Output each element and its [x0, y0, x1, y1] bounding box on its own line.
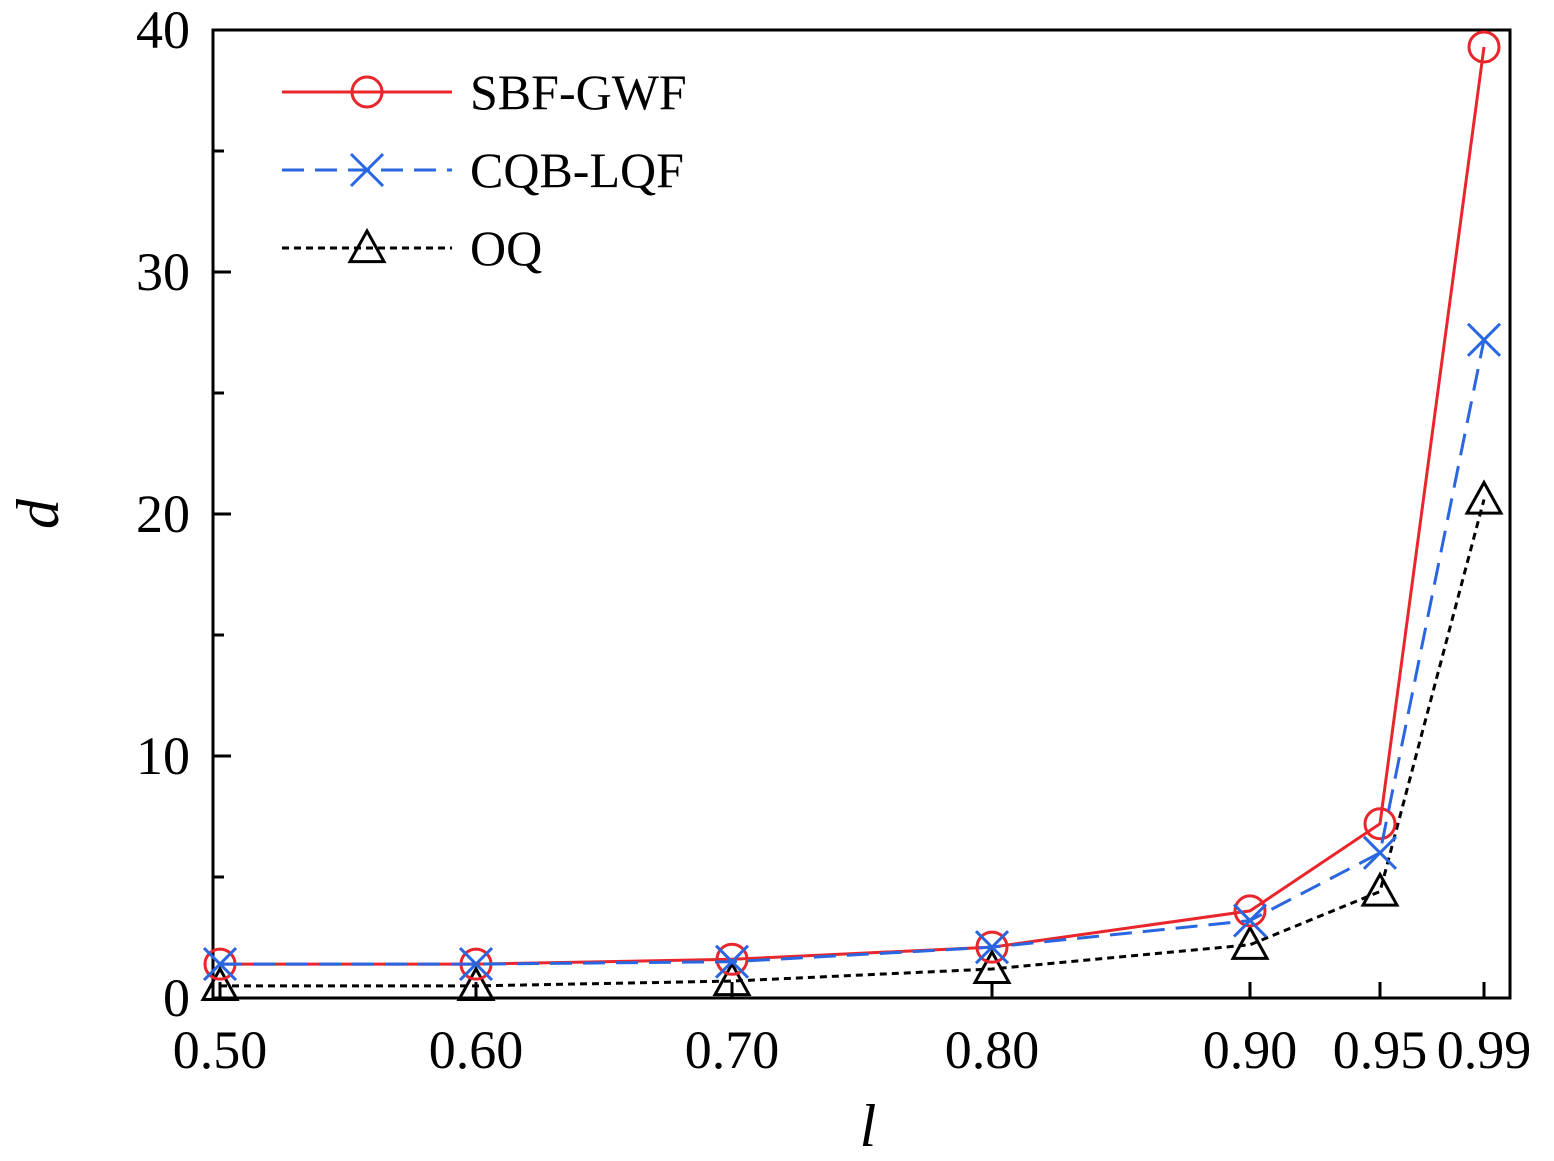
x-tick-label: 0.70 [685, 1020, 780, 1080]
y-tick-label: 20 [136, 484, 190, 544]
data-point-oq [1464, 479, 1504, 515]
x-axis-label: l [860, 1093, 877, 1159]
data-point-sbf-gwf [975, 930, 1009, 964]
data-point-sbf-gwf [1467, 30, 1501, 64]
series-sbf-gwf [203, 30, 1501, 981]
y-axis-ticks: 0 10 20 30 40 [136, 0, 231, 1028]
legend: SBF-GWF CQB-LQF OQ [282, 64, 687, 276]
x-axis-ticks: 0.50 0.60 0.70 0.80 0.90 0.95 0.99 [173, 982, 1532, 1080]
marker-stroke [1362, 835, 1398, 870]
data-point-oq [712, 960, 752, 997]
marker-stroke [1466, 322, 1502, 357]
legend-item-sbf-gwf: SBF-GWF [282, 64, 687, 120]
series-line-oq [220, 499, 1486, 988]
data-point-sbf-gwf [1363, 807, 1397, 841]
y-tick-label: 0 [163, 968, 190, 1028]
data-point-oq [972, 948, 1012, 985]
x-tick-label: 0.99 [1437, 1020, 1532, 1080]
data-point-sbf-gwf [715, 942, 749, 976]
data-point-oq [456, 965, 496, 1001]
series-cqb-lqf [202, 322, 1502, 982]
marker-stroke [349, 152, 385, 188]
data-point-cqb-lqf [714, 944, 750, 979]
marker-stroke [202, 947, 238, 982]
data-point-oq [1230, 924, 1270, 960]
data-point-cqb-lqf [974, 930, 1010, 965]
legend-item-oq: OQ [282, 220, 542, 276]
marker-stroke [1232, 903, 1268, 938]
series-line-cqb-lqf [220, 339, 1486, 966]
x-tick-label: 0.60 [429, 1020, 524, 1080]
marker-stroke [458, 947, 494, 982]
x-tick-label: 0.90 [1203, 1020, 1298, 1080]
x-tick-label: 0.50 [173, 1020, 268, 1080]
data-point-cqb-lqf [458, 947, 494, 982]
x-tick-label: 0.80 [945, 1020, 1040, 1080]
data-point-cqb-lqf [1466, 322, 1502, 357]
marker-stroke [714, 944, 750, 979]
y-axis-label: d [5, 498, 71, 529]
legend-label: OQ [470, 220, 542, 276]
data-point-cqb-lqf [202, 947, 238, 982]
data-point-cqb-lqf [1232, 903, 1268, 938]
legend-label: SBF-GWF [470, 64, 687, 120]
x-tick-label: 0.95 [1333, 1020, 1428, 1080]
y-tick-label: 40 [136, 0, 190, 60]
y-tick-label: 30 [136, 242, 190, 302]
series-line-sbf-gwf [220, 46, 1486, 966]
legend-label: CQB-LQF [470, 142, 684, 198]
legend-marker [349, 152, 385, 188]
data-point-oq [200, 965, 240, 1001]
data-point-sbf-gwf [1233, 894, 1267, 928]
y-tick-label: 10 [136, 726, 190, 786]
legend-item-cqb-lqf: CQB-LQF [282, 142, 684, 198]
data-point-oq [1360, 871, 1400, 907]
series-layer [200, 30, 1504, 1001]
legend-marker [347, 227, 387, 264]
marker-stroke [974, 930, 1010, 965]
series-oq [200, 479, 1504, 1001]
plot-frame [211, 28, 1512, 1000]
legend-marker [350, 75, 384, 109]
data-point-cqb-lqf [1362, 835, 1398, 870]
